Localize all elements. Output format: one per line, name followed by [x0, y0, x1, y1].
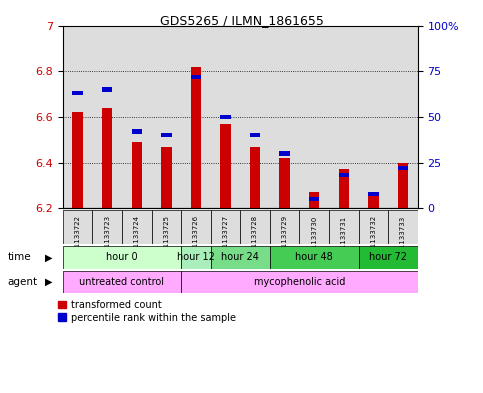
Text: GSM1133725: GSM1133725 — [163, 215, 170, 262]
Text: ▶: ▶ — [44, 277, 52, 287]
Bar — [250, 147, 260, 208]
Bar — [181, 271, 418, 293]
Bar — [388, 210, 418, 244]
Bar — [270, 246, 359, 269]
Bar — [220, 115, 231, 119]
Bar — [72, 91, 83, 95]
Bar — [398, 163, 408, 208]
Bar — [63, 271, 181, 293]
Bar — [339, 169, 349, 208]
Text: GSM1133730: GSM1133730 — [311, 215, 317, 263]
Text: ▶: ▶ — [44, 252, 52, 263]
Bar — [131, 142, 142, 208]
Bar — [211, 246, 270, 269]
Bar — [339, 173, 349, 178]
Bar — [329, 26, 359, 208]
Bar — [388, 26, 418, 208]
Bar — [329, 210, 358, 244]
Bar — [250, 133, 260, 137]
Bar — [122, 210, 152, 244]
Bar — [280, 158, 290, 208]
Bar — [92, 26, 122, 208]
Bar — [92, 210, 122, 244]
Text: untreated control: untreated control — [80, 277, 164, 287]
Text: GSM1133733: GSM1133733 — [400, 215, 406, 263]
Text: GSM1133728: GSM1133728 — [252, 215, 258, 263]
Text: time: time — [7, 252, 31, 263]
Bar — [270, 26, 299, 208]
Text: hour 12: hour 12 — [177, 252, 215, 263]
Bar — [181, 26, 211, 208]
Text: GSM1133731: GSM1133731 — [341, 215, 347, 263]
Legend: transformed count, percentile rank within the sample: transformed count, percentile rank withi… — [58, 299, 236, 323]
Text: GSM1133729: GSM1133729 — [282, 215, 288, 263]
Bar — [152, 26, 181, 208]
Text: GSM1133723: GSM1133723 — [104, 215, 110, 263]
Bar — [131, 129, 142, 134]
Bar — [152, 210, 181, 244]
Bar — [72, 112, 83, 208]
Text: GSM1133732: GSM1133732 — [370, 215, 376, 263]
Bar — [63, 26, 92, 208]
Bar — [181, 246, 211, 269]
Bar — [359, 26, 388, 208]
Bar — [299, 26, 329, 208]
Text: GSM1133727: GSM1133727 — [223, 215, 228, 263]
Text: hour 72: hour 72 — [369, 252, 407, 263]
Bar — [368, 192, 379, 196]
Bar — [270, 210, 299, 244]
Bar — [102, 108, 113, 208]
Bar — [368, 192, 379, 208]
Bar — [191, 67, 201, 208]
Text: mycophenolic acid: mycophenolic acid — [254, 277, 345, 287]
Text: GDS5265 / ILMN_1861655: GDS5265 / ILMN_1861655 — [159, 14, 324, 27]
Bar — [191, 75, 201, 79]
Bar — [358, 210, 388, 244]
Bar — [309, 192, 319, 208]
Text: GSM1133726: GSM1133726 — [193, 215, 199, 263]
Text: agent: agent — [7, 277, 37, 287]
Bar — [280, 151, 290, 156]
Text: GSM1133722: GSM1133722 — [74, 215, 81, 262]
Bar — [211, 210, 241, 244]
Text: hour 48: hour 48 — [296, 252, 333, 263]
Bar — [398, 166, 408, 170]
Bar — [102, 88, 113, 92]
Text: hour 0: hour 0 — [106, 252, 138, 263]
Bar — [63, 246, 181, 269]
Bar — [63, 210, 92, 244]
Bar — [309, 197, 319, 201]
Bar — [358, 246, 418, 269]
Text: GSM1133724: GSM1133724 — [134, 215, 140, 262]
Bar — [241, 26, 270, 208]
Bar — [241, 210, 270, 244]
Bar — [220, 124, 231, 208]
Bar — [299, 210, 329, 244]
Bar — [181, 210, 211, 244]
Bar — [122, 26, 152, 208]
Text: hour 24: hour 24 — [221, 252, 259, 263]
Bar — [161, 147, 171, 208]
Bar — [161, 133, 171, 137]
Bar — [211, 26, 241, 208]
